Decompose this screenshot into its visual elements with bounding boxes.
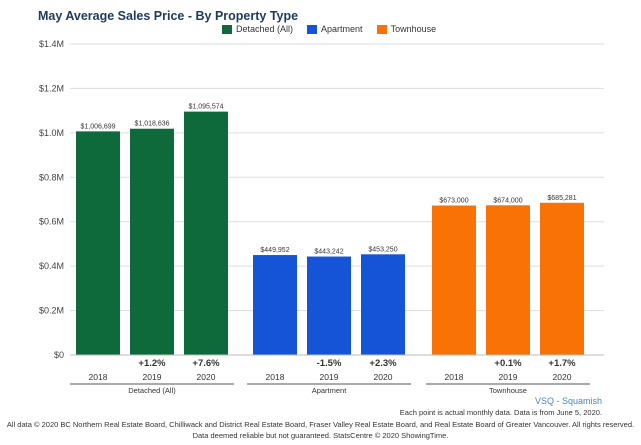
group-label: Apartment bbox=[312, 386, 348, 395]
legend-item-detached[interactable]: Detached (All) bbox=[222, 24, 293, 34]
legend-label-townhouse: Townhouse bbox=[390, 24, 437, 34]
legend-item-apartment[interactable]: Apartment bbox=[307, 24, 363, 34]
y-tick-label: $0.2M bbox=[39, 306, 64, 316]
bar-value-label: $449,952 bbox=[260, 247, 289, 254]
legend-swatch-apartment bbox=[307, 24, 318, 34]
x-tick-label: 2018 bbox=[445, 372, 464, 382]
change-label: +7.6% bbox=[192, 358, 220, 369]
footer-copyright: All data © 2020 BC Northern Real Estate … bbox=[6, 420, 635, 429]
bar-value-label: $1,095,574 bbox=[188, 104, 223, 111]
bar bbox=[540, 202, 584, 355]
bar bbox=[432, 205, 476, 355]
change-label: -1.5% bbox=[317, 358, 342, 369]
bar bbox=[361, 254, 405, 355]
change-label: +1.2% bbox=[138, 358, 166, 369]
x-tick-label: 2019 bbox=[143, 372, 162, 382]
x-tick-label: 2018 bbox=[89, 372, 108, 382]
bar bbox=[253, 255, 297, 355]
change-label: +2.3% bbox=[369, 358, 397, 369]
legend-label-apartment: Apartment bbox=[321, 24, 363, 34]
bar-value-label: $673,000 bbox=[439, 197, 468, 204]
x-tick-label: 2020 bbox=[553, 372, 572, 382]
group-label: Townhouse bbox=[489, 386, 527, 395]
bar-value-label: $685,281 bbox=[547, 195, 576, 202]
bar bbox=[184, 111, 228, 355]
data-note: Each point is actual monthly data. Data … bbox=[399, 408, 602, 417]
footer-disclaimer: Data deemed reliable but not guaranteed.… bbox=[192, 431, 449, 440]
change-label: +0.1% bbox=[494, 358, 522, 369]
bar-value-label: $1,018,636 bbox=[134, 121, 169, 128]
bar bbox=[130, 128, 174, 355]
x-tick-label: 2019 bbox=[499, 372, 518, 382]
legend-item-townhouse[interactable]: Townhouse bbox=[376, 24, 437, 34]
y-tick-label: $0.4M bbox=[39, 261, 64, 271]
x-tick-label: 2020 bbox=[197, 372, 216, 382]
chart-legend: Detached (All) Apartment Townhouse bbox=[222, 24, 436, 34]
change-label: +1.7% bbox=[548, 358, 576, 369]
bar-value-label: $674,000 bbox=[493, 197, 522, 204]
y-tick-label: $1.2M bbox=[39, 83, 64, 93]
bar-value-label: $1,006,699 bbox=[80, 123, 115, 130]
bar bbox=[486, 205, 530, 355]
bar-value-label: $453,250 bbox=[368, 246, 397, 253]
legend-label-detached: Detached (All) bbox=[236, 24, 294, 34]
x-tick-label: 2020 bbox=[374, 372, 393, 382]
y-tick-label: $0.8M bbox=[39, 172, 64, 182]
legend-swatch-detached bbox=[222, 24, 232, 34]
bar-value-label: $443,242 bbox=[314, 249, 343, 256]
x-tick-label: 2019 bbox=[320, 372, 339, 382]
y-tick-label: $1.0M bbox=[39, 128, 64, 138]
bar bbox=[307, 256, 351, 355]
group-label: Detached (All) bbox=[128, 386, 176, 395]
y-tick-label: $0.6M bbox=[39, 217, 64, 227]
x-tick-label: 2018 bbox=[266, 372, 285, 382]
chart-title: May Average Sales Price - By Property Ty… bbox=[38, 9, 299, 23]
y-tick-label: $1.4M bbox=[39, 39, 64, 49]
y-tick-label: $0 bbox=[54, 350, 64, 360]
bar-chart-plot: $0 $0.2M $0.4M $0.6M $0.8M $1.0M $1.2M $1.4M $1,… bbox=[39, 39, 604, 395]
legend-swatch-townhouse bbox=[376, 24, 387, 34]
bar bbox=[76, 131, 120, 355]
source-label: VSQ - Squamish bbox=[534, 396, 602, 406]
